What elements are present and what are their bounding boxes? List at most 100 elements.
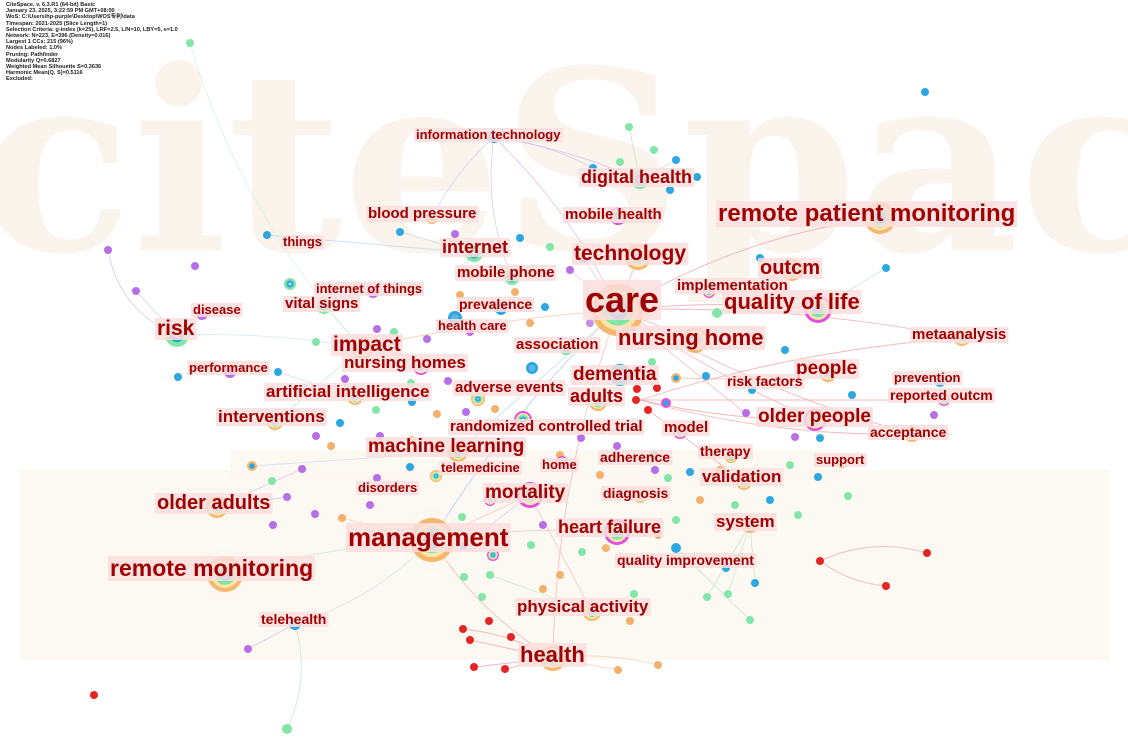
- keyword-node: [786, 461, 794, 469]
- keyword-node: [466, 636, 474, 644]
- keyword-node: [312, 338, 320, 346]
- keyword-label: health: [518, 642, 587, 667]
- keyword-label: impact: [331, 333, 403, 356]
- keyword-text: older people: [758, 406, 871, 427]
- network-edge: [490, 136, 513, 278]
- keyword-node: [672, 516, 680, 524]
- keyword-text: vital signs: [285, 295, 358, 312]
- keyword-node: [556, 571, 564, 579]
- keyword-label: adherence: [598, 449, 673, 465]
- keyword-text: older adults: [157, 492, 270, 514]
- keyword-label: validation: [700, 467, 784, 486]
- keyword-text: implementation: [677, 277, 788, 294]
- keyword-node: [327, 442, 335, 450]
- keyword-text: nursing home: [618, 325, 763, 350]
- keyword-label: acceptance: [868, 424, 949, 440]
- keyword-text: mobile phone: [457, 264, 555, 281]
- keyword-label: remote patient monitoring: [716, 200, 1018, 227]
- info-line: Pruning: Pathfinder: [6, 51, 59, 58]
- keyword-node: [90, 691, 98, 699]
- keyword-node: [781, 346, 789, 354]
- info-line: Selection Criteria: g-index (k=25), LRF=…: [6, 26, 178, 33]
- keyword-label: mobile phone: [455, 264, 557, 281]
- keyword-node: [444, 377, 452, 385]
- keyword-label: physical activity: [515, 597, 651, 616]
- keyword-node: [191, 262, 199, 270]
- info-line: CiteSpace, v. 6.3.R1 (64-bit) Basic: [6, 2, 96, 8]
- keyword-label: association: [514, 336, 601, 353]
- keyword-text: remote monitoring: [110, 555, 313, 581]
- network-edge: [286, 623, 302, 730]
- keyword-node: [666, 186, 674, 194]
- keyword-node: [284, 278, 296, 290]
- keyword-text: performance: [189, 360, 268, 375]
- keyword-label: prevalence: [457, 296, 535, 312]
- keyword-label: older adults: [155, 492, 273, 514]
- keyword-label: nursing home: [616, 325, 766, 350]
- keyword-label: prevention: [892, 370, 963, 385]
- keyword-node: [661, 398, 671, 408]
- keyword-text: remote patient monitoring: [718, 200, 1015, 227]
- network-edge: [819, 560, 887, 587]
- keyword-node: [247, 461, 257, 471]
- keyword-label: outcm: [758, 257, 822, 279]
- keyword-node: [672, 156, 680, 164]
- keyword-text: mortality: [485, 482, 566, 503]
- citespace-info-panel: CiteSpace, v. 6.3.R1 (64-bit) Basic Janua…: [6, 2, 178, 82]
- keyword-node: [814, 473, 822, 481]
- keyword-node: [742, 409, 750, 417]
- keyword-text: telemedicine: [441, 460, 520, 475]
- watermark: citeSpace: [0, 15, 1128, 309]
- keyword-node: [269, 521, 277, 529]
- keyword-label: people: [794, 358, 860, 379]
- keyword-text: association: [516, 336, 599, 353]
- keyword-label: health care: [436, 318, 509, 333]
- keyword-label: care: [583, 279, 662, 320]
- keyword-label: model: [662, 419, 711, 436]
- info-line: Harmonic Mean(Q, S)=0.5116: [6, 70, 83, 77]
- keyword-node: [794, 511, 802, 519]
- keyword-text: acceptance: [870, 424, 946, 440]
- keyword-text: artificial intelligence: [266, 382, 429, 401]
- keyword-label: disorders: [356, 480, 420, 495]
- keyword-node: [566, 266, 574, 274]
- info-line: Nodes Labeled: 1.0%: [6, 45, 62, 52]
- info-line: Modularity Q=0.6827: [6, 57, 61, 64]
- keyword-label: diagnosis: [601, 485, 671, 501]
- keyword-node: [746, 616, 754, 624]
- keyword-node: [186, 39, 194, 47]
- keyword-label: support: [814, 452, 868, 467]
- keyword-node: [630, 590, 638, 598]
- keyword-node: [816, 557, 824, 565]
- keyword-text: management: [348, 522, 509, 552]
- keyword-text: risk: [157, 317, 195, 340]
- keyword-node: [654, 661, 662, 669]
- keyword-text: adherence: [600, 449, 670, 465]
- keyword-label: nursing homes: [342, 353, 468, 372]
- keyword-node: [336, 419, 344, 427]
- keyword-node: [882, 264, 890, 272]
- keyword-text: people: [796, 358, 857, 379]
- keyword-label: mobile health: [563, 206, 664, 223]
- keyword-node: [651, 466, 659, 474]
- keyword-node: [648, 358, 656, 366]
- keyword-label: disease: [191, 302, 243, 317]
- keyword-node: [578, 548, 586, 556]
- keyword-node: [451, 230, 459, 238]
- keyword-node: [312, 432, 320, 440]
- keyword-node: [406, 463, 414, 471]
- keyword-node: [539, 585, 547, 593]
- keyword-node: [596, 471, 604, 479]
- keyword-node: [644, 406, 652, 414]
- keyword-node: [930, 411, 938, 419]
- keyword-node: [470, 663, 478, 671]
- keyword-node: [491, 405, 499, 413]
- keyword-node: [298, 465, 306, 473]
- keyword-label: risk factors: [725, 373, 805, 389]
- keyword-text: system: [716, 512, 775, 531]
- keyword-text: internet: [442, 237, 508, 257]
- keyword-text: quality improvement: [617, 552, 754, 568]
- keyword-label: quality of life: [722, 289, 862, 314]
- keyword-node: [702, 372, 710, 380]
- keyword-text: adverse events: [455, 379, 563, 396]
